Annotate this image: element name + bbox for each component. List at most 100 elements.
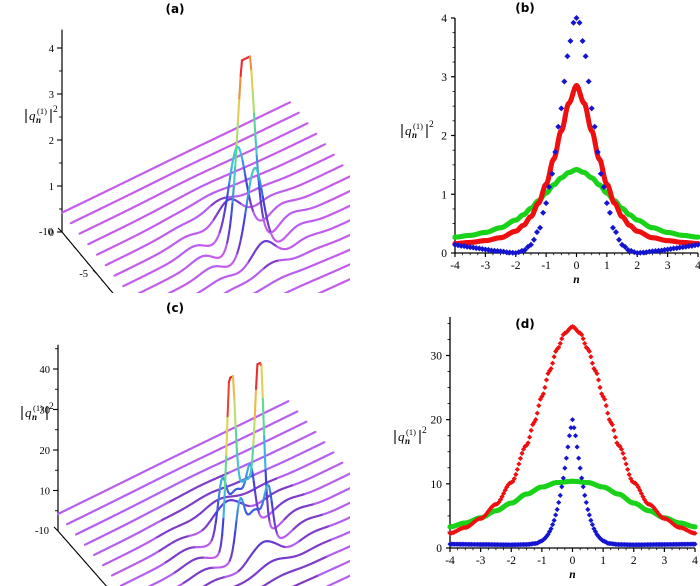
data-point (591, 123, 598, 130)
waterfall-segment (321, 441, 326, 444)
data-point (540, 189, 546, 195)
t-minor-tick (91, 569, 95, 573)
t-minor-tick (80, 254, 84, 258)
data-point (561, 78, 568, 85)
waterfall-segment (242, 212, 247, 224)
waterfall-segment (234, 427, 239, 455)
waterfall-segment (260, 187, 264, 198)
data-point (564, 53, 571, 60)
waterfall-segment (222, 207, 227, 218)
data-point (583, 104, 589, 110)
waterfall-segment (229, 164, 233, 176)
x-tick-label: -3 (481, 260, 491, 272)
waterfall-segment (250, 444, 255, 464)
z-tick-label: 4 (49, 44, 55, 55)
data-point (555, 140, 561, 146)
data-point (559, 128, 565, 134)
waterfall-segment (312, 430, 317, 434)
data-point (524, 243, 531, 250)
data-point (631, 249, 638, 256)
data-point (544, 181, 550, 187)
waterfall-segment (226, 380, 230, 418)
waterfall-segment (221, 516, 225, 537)
data-point (473, 245, 480, 252)
waterfall-segment (255, 500, 259, 511)
waterfall-segment (222, 489, 226, 519)
data-point (613, 201, 619, 207)
t-minor-tick (83, 560, 88, 565)
waterfall-segment (260, 364, 264, 401)
data-point (458, 242, 465, 249)
data-point (616, 236, 623, 243)
waterfall-segment (254, 363, 259, 390)
waterfall-segment (234, 143, 238, 168)
data-curve (452, 167, 700, 240)
waterfall-segment (287, 101, 292, 104)
x-tick-label: 3 (665, 260, 671, 272)
waterfall-segment (264, 469, 268, 498)
data-point (573, 15, 580, 21)
data-point (547, 167, 553, 173)
waterfall-segment (250, 69, 254, 93)
data-point (615, 205, 621, 211)
waterfall-segment (240, 228, 244, 239)
data-point (581, 100, 587, 106)
data-point (570, 91, 576, 97)
waterfall-segment (253, 112, 257, 137)
z-tick-label: 2 (49, 136, 54, 147)
x-tick-label: 1 (604, 260, 610, 272)
waterfall-segment (265, 494, 270, 514)
data-point (661, 246, 668, 253)
waterfall-segment (248, 55, 253, 72)
data-point (598, 159, 604, 165)
series-red (452, 83, 700, 247)
data-point (600, 167, 606, 173)
data-point (455, 242, 462, 249)
series-green (452, 167, 700, 240)
waterfall-segment (223, 454, 228, 492)
data-point (590, 131, 596, 137)
series-blue (452, 15, 700, 256)
waterfall-segment (259, 200, 264, 213)
waterfall-segment (244, 471, 249, 480)
waterfall-segment (285, 400, 290, 403)
data-point (549, 170, 556, 177)
data-point (594, 148, 601, 155)
z-tick-label: 0 (49, 228, 54, 239)
z-tick-label: 3 (49, 90, 54, 101)
data-point (695, 241, 700, 248)
x-tick-label: -4 (450, 260, 460, 272)
data-point (551, 156, 557, 162)
z-tick-label: 20 (40, 446, 51, 457)
waterfall-segment (248, 178, 252, 189)
waterfall-segment (233, 398, 237, 430)
panel-a-label: (a) (165, 2, 185, 16)
x-tick-label: 0 (574, 260, 580, 272)
waterfall-segment (236, 97, 241, 123)
y-tick-label: 3 (441, 72, 447, 84)
waterfall-segment (238, 74, 242, 100)
waterfall-segment (241, 220, 246, 231)
data-point (503, 249, 510, 256)
x-tick-label: -1 (541, 260, 551, 272)
waterfall-segment (230, 157, 235, 168)
data-point (558, 105, 565, 112)
t-tick (57, 227, 63, 233)
y-tick-label: 1 (441, 189, 447, 201)
x-tick-label: 4 (695, 260, 700, 272)
data-point (585, 78, 592, 85)
waterfall-segment (348, 278, 350, 281)
panel-b: (b) -4 -3 -2 -1 0 1 2 3 4 0 1 2 3 4 n q n (1) 2 (350, 0, 700, 293)
waterfall-segment (219, 534, 224, 547)
waterfall-segment (241, 159, 246, 170)
z-tick-label: 1 (49, 182, 54, 193)
t-tick-label: -10 (35, 526, 49, 537)
waterfall-segment (244, 203, 248, 215)
data-point (538, 195, 544, 201)
t-axis-line (61, 231, 114, 293)
waterfall-segment (236, 451, 240, 471)
data-point (600, 183, 607, 190)
t-minor-tick (98, 577, 102, 581)
